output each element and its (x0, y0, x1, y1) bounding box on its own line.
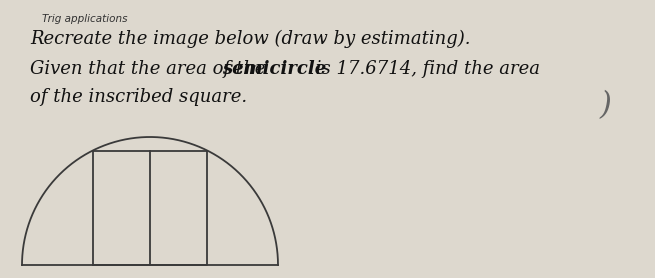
Text: of the inscribed square.: of the inscribed square. (30, 88, 247, 106)
Text: Recreate the image below (draw by estimating).: Recreate the image below (draw by estima… (30, 30, 470, 48)
Text: semicircle: semicircle (222, 60, 326, 78)
Text: is 17.6714, find the area: is 17.6714, find the area (310, 60, 540, 78)
Text: Trig applications: Trig applications (42, 14, 128, 24)
Text: ): ) (600, 90, 612, 121)
Text: Given that the area of the: Given that the area of the (30, 60, 271, 78)
